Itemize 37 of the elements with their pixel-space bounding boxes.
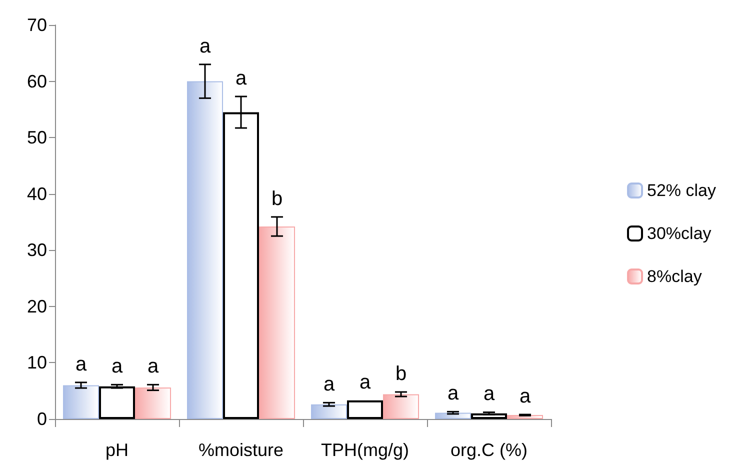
annotation: a <box>519 385 532 408</box>
annotation: a <box>483 383 496 406</box>
annotation: b <box>271 188 283 210</box>
annotation: a <box>359 371 372 394</box>
annotation: a <box>235 67 248 90</box>
bar <box>63 385 99 419</box>
y-tick-label: 60 <box>26 71 47 92</box>
bar <box>471 413 507 419</box>
bar <box>135 387 171 419</box>
y-tick-label: 50 <box>26 128 47 148</box>
annotation: a <box>147 356 160 378</box>
legend-label: 30%clay <box>647 224 712 243</box>
y-tick-label: 40 <box>26 184 47 204</box>
y-tick-label: 70 <box>26 15 47 35</box>
bar <box>311 404 347 419</box>
annotation: a <box>323 374 336 396</box>
bar <box>435 412 471 419</box>
x-tick-label: TPH(mg/g) <box>320 440 410 460</box>
annotation: b <box>395 362 407 385</box>
annotation: a <box>111 356 124 378</box>
bar <box>187 81 223 419</box>
y-tick-label: 0 <box>36 409 47 429</box>
annotation: a <box>75 353 88 376</box>
y-tick-label: 10 <box>26 352 47 373</box>
bar <box>259 226 295 419</box>
annotation: a <box>447 382 460 405</box>
bar <box>347 400 383 419</box>
bar <box>99 386 135 419</box>
annotation: a <box>199 35 212 58</box>
y-tick-label: 30 <box>26 240 47 260</box>
x-tick-label: pH <box>105 440 129 460</box>
x-tick-label: %moisture <box>198 440 284 460</box>
bar <box>383 394 419 419</box>
x-tick-label: org.C (%) <box>450 440 528 460</box>
y-tick-label: 20 <box>26 296 47 316</box>
legend-label: 52% clay <box>647 181 716 200</box>
legend-label: 8%clay <box>647 267 702 286</box>
